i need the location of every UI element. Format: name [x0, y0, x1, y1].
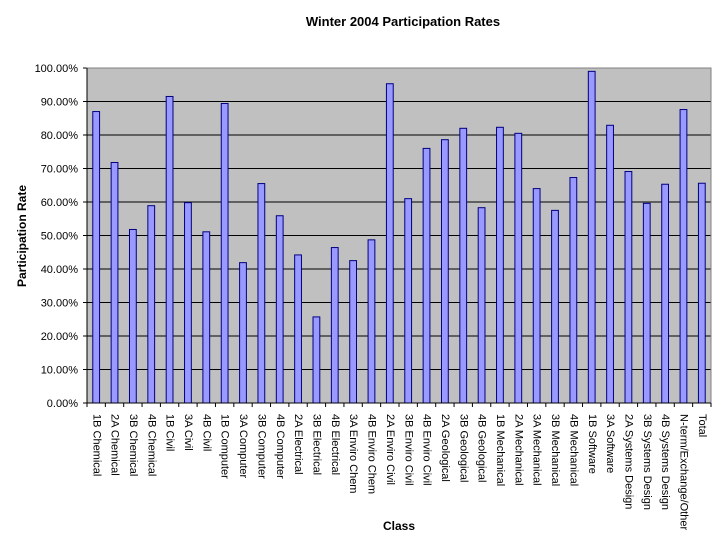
bar [459, 127, 468, 404]
x-tick-label: 4B Enviro Chem [366, 414, 378, 494]
x-tick-label: 2A Electrical [292, 414, 304, 475]
bar [477, 207, 486, 404]
x-tick-label: 4B Mechanical [567, 414, 579, 486]
bar [128, 228, 137, 404]
y-tick-label: 60.00% [41, 197, 79, 209]
bar [385, 83, 394, 404]
bar [257, 183, 266, 404]
y-tick-label: 40.00% [41, 264, 79, 276]
bar [165, 95, 174, 404]
bar-series [92, 70, 706, 404]
bar [440, 139, 449, 404]
bar [220, 103, 229, 404]
x-tick-label: 4B Enviro Civil [421, 414, 433, 486]
y-tick-label: 10.00% [41, 365, 79, 377]
x-tick-label: 3B Mechanical [549, 414, 561, 486]
bar [239, 262, 247, 404]
bar [184, 202, 192, 404]
x-tick-label: 3A Software [604, 414, 616, 473]
x-tick-label: 1B Software [586, 414, 598, 474]
x-tick-label: 3B Systems Design [641, 414, 653, 510]
x-tick-label: 3A Computer [237, 414, 249, 479]
bar [551, 209, 559, 404]
y-axis-title: Participation Rate [15, 185, 29, 287]
x-tick-label: 4B Computer [274, 414, 286, 479]
bar [532, 188, 541, 404]
x-tick-label: 2A Enviro Civil [384, 414, 396, 485]
bar [330, 247, 339, 404]
bar [569, 177, 578, 404]
x-tick-label: 2A Geological [439, 414, 451, 482]
bar [92, 111, 101, 404]
bar [312, 316, 321, 404]
x-tick-label: 3A Enviro Chem [347, 414, 359, 493]
x-tick-label: Total [696, 414, 708, 437]
x-tick-label: 4B Chemical [145, 414, 157, 476]
x-tick-label: 1B Computer [219, 414, 231, 479]
bar [147, 205, 156, 404]
x-tick-label: 4B Geological [476, 414, 488, 483]
axes [83, 67, 712, 407]
bar [404, 198, 413, 404]
x-tick-label: 3B Enviro Civil [402, 414, 414, 486]
bar [294, 254, 302, 404]
x-tick-label: 3B Computer [255, 414, 267, 479]
x-tick-label: 1B Mechanical [494, 414, 506, 486]
bar [661, 183, 670, 404]
y-tick-label: 80.00% [41, 130, 79, 142]
x-tick-label: 3B Geological [457, 414, 469, 483]
bar [697, 182, 706, 404]
x-tick-label: 2A Systems Design [623, 414, 635, 509]
x-tick-label: 4B Systems Design [659, 414, 671, 510]
x-tick-label: 3B Chemical [127, 414, 139, 476]
bar [624, 171, 633, 404]
bar [606, 124, 614, 404]
x-tick-label: 2A Chemical [109, 414, 121, 476]
y-tick-label: 50.00% [41, 231, 79, 243]
bar [110, 161, 119, 404]
chart-title: Winter 2004 Participation Rates [306, 14, 500, 29]
y-tick-label: 20.00% [41, 331, 79, 343]
bar [514, 132, 523, 404]
bar [679, 109, 688, 404]
bar [275, 215, 284, 404]
bar [202, 231, 211, 404]
bar [496, 126, 504, 404]
x-tick-label: 4B Electrical [329, 414, 341, 475]
y-tick-label: 100.00% [35, 63, 79, 75]
x-tick-label: 2A Mechanical [512, 414, 524, 486]
bar [422, 147, 431, 404]
x-tick-label: 1B Civil [164, 414, 176, 451]
plot-area [87, 67, 711, 404]
bar [367, 239, 376, 404]
x-tick-label: 3A Civil [182, 414, 194, 451]
y-tick-label: 0.00% [47, 398, 78, 410]
y-tick-label: 30.00% [41, 298, 79, 310]
x-tick-label: 3A Mechanical [531, 414, 543, 486]
x-tick-label: 1B Chemical [90, 414, 102, 476]
bar [587, 70, 596, 404]
y-tick-label: 70.00% [41, 164, 79, 176]
x-tick-label: N-term/Exchange/Other [678, 414, 690, 530]
bar [349, 260, 358, 404]
y-tick-label: 90.00% [41, 97, 79, 109]
bar [642, 202, 651, 404]
tick-labels: 0.00% 10.00% 20.00% 30.00% 40.00% 50.00% 60.00… [35, 63, 708, 530]
x-axis-title: Class [383, 519, 415, 533]
x-tick-label: 4B Civil [200, 414, 212, 451]
x-tick-label: 3B Electrical [311, 414, 323, 475]
